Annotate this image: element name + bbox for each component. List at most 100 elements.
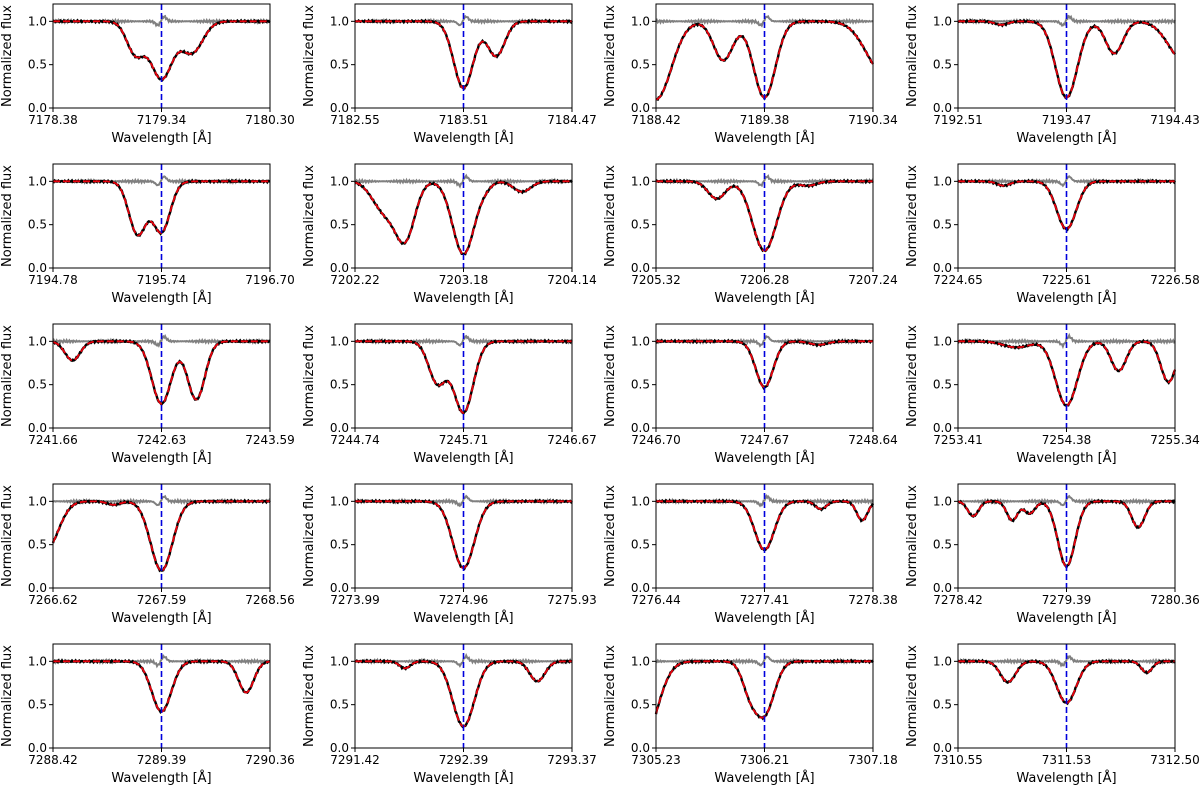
y-axis-label: Normalized flux bbox=[0, 645, 15, 747]
y-tick-label: 1.0 bbox=[330, 174, 349, 188]
y-tick-label: 1.0 bbox=[631, 14, 650, 28]
x-axis-label: Wavelength [Å] bbox=[714, 130, 814, 146]
y-tick-label: 0.0 bbox=[933, 421, 952, 435]
x-axis-label: Wavelength [Å] bbox=[1016, 770, 1116, 786]
y-tick-label: 0.5 bbox=[28, 698, 47, 712]
y-tick-label: 0.5 bbox=[330, 218, 349, 232]
y-tick-label: 0.0 bbox=[330, 741, 349, 755]
x-tick-label: 7291.42 bbox=[330, 753, 380, 767]
y-axis-label: Normalized flux bbox=[0, 165, 15, 267]
x-tick-label: 7178.38 bbox=[28, 113, 78, 127]
y-tick-label: 0.0 bbox=[28, 421, 47, 435]
y-tick-label: 1.0 bbox=[933, 494, 952, 508]
y-tick-label: 1.0 bbox=[631, 334, 650, 348]
y-axis-label: Normalized flux bbox=[603, 645, 618, 747]
y-tick-label: 0.5 bbox=[631, 218, 650, 232]
x-tick-label: 7202.22 bbox=[330, 273, 380, 287]
x-tick-label: 7275.93 bbox=[547, 593, 597, 607]
y-tick-label: 1.0 bbox=[28, 174, 47, 188]
y-tick-label: 0.5 bbox=[330, 58, 349, 72]
x-tick-label: 7195.74 bbox=[137, 273, 187, 287]
x-tick-label: 7279.39 bbox=[1042, 593, 1092, 607]
x-tick-label: 7290.36 bbox=[245, 753, 295, 767]
y-tick-label: 1.0 bbox=[330, 14, 349, 28]
y-axis-label: Normalized flux bbox=[302, 165, 317, 267]
x-tick-label: 7267.59 bbox=[137, 593, 187, 607]
x-tick-label: 7189.38 bbox=[740, 113, 790, 127]
x-tick-label: 7311.53 bbox=[1042, 753, 1092, 767]
y-axis-label: Normalized flux bbox=[905, 165, 920, 267]
y-tick-label: 0.5 bbox=[28, 538, 47, 552]
y-tick-label: 0.5 bbox=[330, 378, 349, 392]
x-axis-label: Wavelength [Å] bbox=[1016, 610, 1116, 626]
x-axis-label: Wavelength [Å] bbox=[413, 290, 513, 306]
y-axis-label: Normalized flux bbox=[302, 5, 317, 107]
y-tick-label: 1.0 bbox=[28, 334, 47, 348]
y-tick-label: 0.0 bbox=[631, 101, 650, 115]
x-tick-label: 7292.39 bbox=[439, 753, 489, 767]
y-tick-label: 0.0 bbox=[330, 421, 349, 435]
y-tick-label: 1.0 bbox=[28, 14, 47, 28]
x-tick-label: 7246.67 bbox=[547, 433, 597, 447]
x-tick-label: 7225.61 bbox=[1042, 273, 1092, 287]
y-tick-label: 0.0 bbox=[28, 261, 47, 275]
model-fit-line bbox=[656, 500, 874, 551]
y-axis-label: Normalized flux bbox=[905, 485, 920, 587]
y-axis-label: Normalized flux bbox=[905, 5, 920, 107]
x-tick-label: 7312.50 bbox=[1150, 753, 1200, 767]
x-tick-label: 7246.70 bbox=[631, 433, 681, 447]
y-tick-label: 1.0 bbox=[631, 174, 650, 188]
x-tick-label: 7183.51 bbox=[439, 113, 489, 127]
y-tick-label: 0.0 bbox=[631, 261, 650, 275]
y-tick-label: 1.0 bbox=[28, 494, 47, 508]
model-fit-line bbox=[355, 340, 572, 414]
y-axis-label: Normalized flux bbox=[302, 645, 317, 747]
y-tick-label: 0.0 bbox=[631, 581, 650, 595]
panel-10: 0.0 0.5 1.0 7244.74 7245.71 7246.67 Wavelength… bbox=[302, 323, 597, 466]
x-axis-label: Wavelength [Å] bbox=[111, 610, 211, 626]
y-tick-label: 1.0 bbox=[631, 494, 650, 508]
x-tick-label: 7188.42 bbox=[631, 113, 681, 127]
x-axis-label: Wavelength [Å] bbox=[1016, 130, 1116, 146]
panel-3: 0.0 0.5 1.0 7188.42 7189.38 7190.34 Wavelength… bbox=[603, 3, 898, 146]
panel-1: 0.0 0.5 1.0 7178.38 7179.34 7180.30 Wavelength… bbox=[0, 3, 295, 146]
y-tick-label: 1.0 bbox=[631, 654, 650, 668]
y-tick-label: 1.0 bbox=[330, 654, 349, 668]
y-axis-label: Normalized flux bbox=[603, 5, 618, 107]
panel-11: 0.0 0.5 1.0 7246.70 7247.67 7248.64 Wavelength… bbox=[603, 323, 898, 466]
x-tick-label: 7192.51 bbox=[933, 113, 983, 127]
x-tick-label: 7182.55 bbox=[330, 113, 380, 127]
y-tick-label: 0.0 bbox=[933, 101, 952, 115]
x-tick-label: 7204.14 bbox=[547, 273, 597, 287]
y-tick-label: 0.0 bbox=[631, 421, 650, 435]
y-axis-label: Normalized flux bbox=[302, 325, 317, 427]
x-axis-label: Wavelength [Å] bbox=[714, 610, 814, 626]
x-tick-label: 7180.30 bbox=[245, 113, 295, 127]
y-tick-label: 0.0 bbox=[330, 261, 349, 275]
y-tick-label: 1.0 bbox=[330, 334, 349, 348]
x-axis-label: Wavelength [Å] bbox=[714, 450, 814, 466]
panel-17: 0.0 0.5 1.0 7288.42 7289.39 7290.36 Wavelength… bbox=[0, 643, 295, 786]
x-tick-label: 7266.62 bbox=[28, 593, 78, 607]
y-tick-label: 1.0 bbox=[933, 14, 952, 28]
x-tick-label: 7179.34 bbox=[137, 113, 187, 127]
x-axis-label: Wavelength [Å] bbox=[714, 290, 814, 306]
y-tick-label: 1.0 bbox=[330, 494, 349, 508]
y-tick-label: 1.0 bbox=[933, 334, 952, 348]
y-tick-label: 0.5 bbox=[933, 218, 952, 232]
y-tick-label: 0.0 bbox=[631, 741, 650, 755]
y-axis-label: Normalized flux bbox=[603, 165, 618, 267]
y-tick-label: 0.5 bbox=[330, 538, 349, 552]
y-tick-label: 0.5 bbox=[933, 378, 952, 392]
x-tick-label: 7255.34 bbox=[1150, 433, 1200, 447]
y-axis-label: Normalized flux bbox=[603, 325, 618, 427]
x-tick-label: 7207.24 bbox=[848, 273, 898, 287]
panel-13: 0.0 0.5 1.0 7266.62 7267.59 7268.56 Wavelength… bbox=[0, 483, 295, 626]
x-tick-label: 7184.47 bbox=[547, 113, 597, 127]
panel-2: 0.0 0.5 1.0 7182.55 7183.51 7184.47 Wavelength… bbox=[302, 3, 597, 146]
x-tick-label: 7254.38 bbox=[1042, 433, 1092, 447]
panel-19: 0.0 0.5 1.0 7305.23 7306.21 7307.18 Wavelength… bbox=[603, 643, 898, 786]
y-tick-label: 0.0 bbox=[330, 101, 349, 115]
panel-12: 0.0 0.5 1.0 7253.41 7254.38 7255.34 Wavelength… bbox=[905, 323, 1200, 466]
model-fit-line bbox=[52, 340, 270, 405]
